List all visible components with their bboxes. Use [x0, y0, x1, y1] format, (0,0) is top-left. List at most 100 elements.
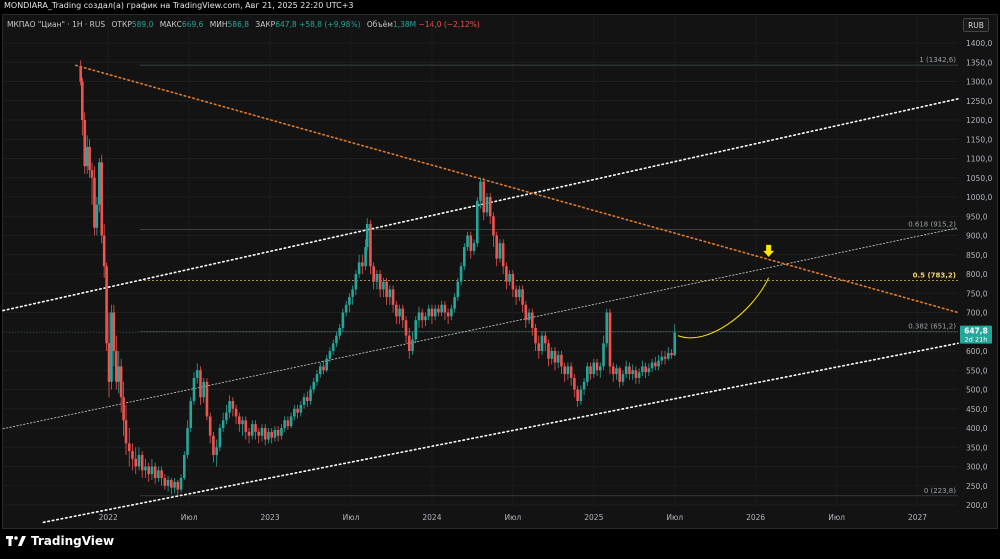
candle-body — [657, 360, 660, 367]
candle-body — [95, 204, 99, 228]
candle-body — [618, 368, 622, 382]
arrow-down-icon — [763, 244, 775, 257]
candle-body — [260, 428, 264, 436]
candle-body — [611, 366, 615, 375]
candle-body — [670, 352, 673, 356]
currency-button[interactable]: RUB — [963, 18, 989, 32]
candle-body — [231, 401, 235, 409]
candle-body — [582, 381, 586, 390]
candle-body — [420, 312, 424, 321]
tradingview-logo[interactable]: TradingView — [6, 534, 114, 548]
candle-body — [527, 312, 531, 321]
y-tick-label: 450,0 — [966, 405, 988, 414]
x-tick-label: 2025 — [584, 513, 603, 522]
candle-body — [318, 366, 322, 375]
candle-body — [179, 478, 183, 490]
trend-lines[interactable] — [2, 64, 959, 524]
candle-body — [98, 162, 101, 205]
symbol-label[interactable]: МКПАО "Циан" · 1Н · RUS — [7, 20, 106, 29]
candle-body — [354, 274, 358, 290]
candle-body — [569, 366, 573, 378]
chart-panel[interactable] — [2, 14, 998, 529]
candle-body — [189, 401, 193, 428]
candle-body — [267, 431, 270, 440]
candle-body — [176, 481, 180, 490]
candle-body — [134, 458, 138, 467]
y-tick-label: 300,0 — [966, 463, 988, 472]
candle-body — [443, 304, 447, 313]
x-tick-label: Июл — [505, 513, 522, 522]
candle-body — [325, 358, 329, 371]
candle-body — [479, 181, 482, 201]
tradingview-logo-text: TradingView — [31, 534, 115, 548]
candle-body — [433, 308, 437, 317]
open-value: 589,0 — [131, 20, 154, 29]
time-axis[interactable]: 2022 Июл 2023 Июл 2024 Июл 2025 Июл 2026 Июл 2027 — [99, 513, 928, 522]
candle-body — [90, 170, 94, 178]
candle-body — [306, 397, 309, 402]
candle-body — [398, 308, 401, 317]
candle-body — [395, 304, 398, 317]
volume-value: 1,38M — [392, 20, 417, 29]
last-price-tag: 647,82d 21h — [3, 325, 992, 344]
candle-body — [85, 146, 89, 167]
y-tick-label: 1100,0 — [966, 155, 992, 164]
candle-body — [615, 368, 618, 375]
last-price-value: 647,8 — [964, 327, 988, 336]
candle-body — [631, 370, 634, 375]
candle-body — [524, 304, 528, 321]
candle-body — [592, 362, 596, 375]
projection[interactable] — [677, 244, 775, 339]
candle-body — [234, 408, 238, 417]
candle-body — [492, 216, 495, 236]
candle-body — [293, 408, 296, 417]
candle-body — [641, 366, 644, 373]
x-tick-label: 2024 — [422, 513, 441, 522]
candle-body — [430, 308, 434, 317]
candle-body — [100, 162, 104, 236]
fib-level-label: 1 (1342,6) — [919, 56, 956, 64]
candle-body — [150, 466, 154, 475]
candle-body — [511, 274, 515, 290]
candle-body — [453, 297, 456, 309]
candle-body — [595, 362, 599, 371]
y-tick-label: 500,0 — [966, 386, 988, 395]
candle-body — [579, 389, 583, 402]
candle-body — [241, 420, 244, 425]
candle-body — [273, 429, 277, 438]
candle-body — [540, 335, 544, 351]
price-axis[interactable]: 200,0 250,0 300,0 350,0 400,0 450,0 500,0 550,0… — [966, 39, 992, 510]
fib-retracement[interactable]: 1 (1342,6) 0.618 (915,2) 0.5 (783,2) 0.382 … — [140, 56, 958, 497]
candle-body — [127, 443, 131, 452]
candle-body — [547, 343, 550, 359]
candle-body — [276, 429, 280, 436]
descending-resistance-line — [75, 64, 959, 314]
candle-body — [208, 416, 212, 436]
candle-body — [446, 312, 450, 317]
candle-body — [228, 401, 231, 413]
candle-body — [140, 454, 144, 471]
candle-body — [589, 366, 592, 375]
x-tick-label: 2027 — [908, 513, 927, 522]
y-tick-label: 200,0 — [966, 501, 988, 510]
candle-body — [624, 366, 628, 375]
candle-body — [566, 366, 570, 375]
candle-body — [199, 370, 202, 398]
candle-body — [440, 304, 443, 313]
candle-body — [205, 381, 209, 417]
candle-body — [312, 381, 316, 390]
candle-body — [160, 470, 163, 479]
fib-level-label: 0.382 (651,2) — [908, 322, 956, 330]
candle-body — [122, 397, 125, 421]
candle-body — [270, 431, 273, 438]
y-tick-label: 400,0 — [966, 424, 988, 433]
candle-body — [411, 339, 414, 351]
candle-body — [257, 431, 261, 436]
candle-body — [382, 281, 385, 290]
candle-body — [628, 366, 631, 375]
y-tick-label: 1150,0 — [966, 135, 992, 144]
candle-body — [485, 197, 489, 213]
candle-body — [107, 343, 111, 382]
candle-body — [518, 289, 521, 298]
